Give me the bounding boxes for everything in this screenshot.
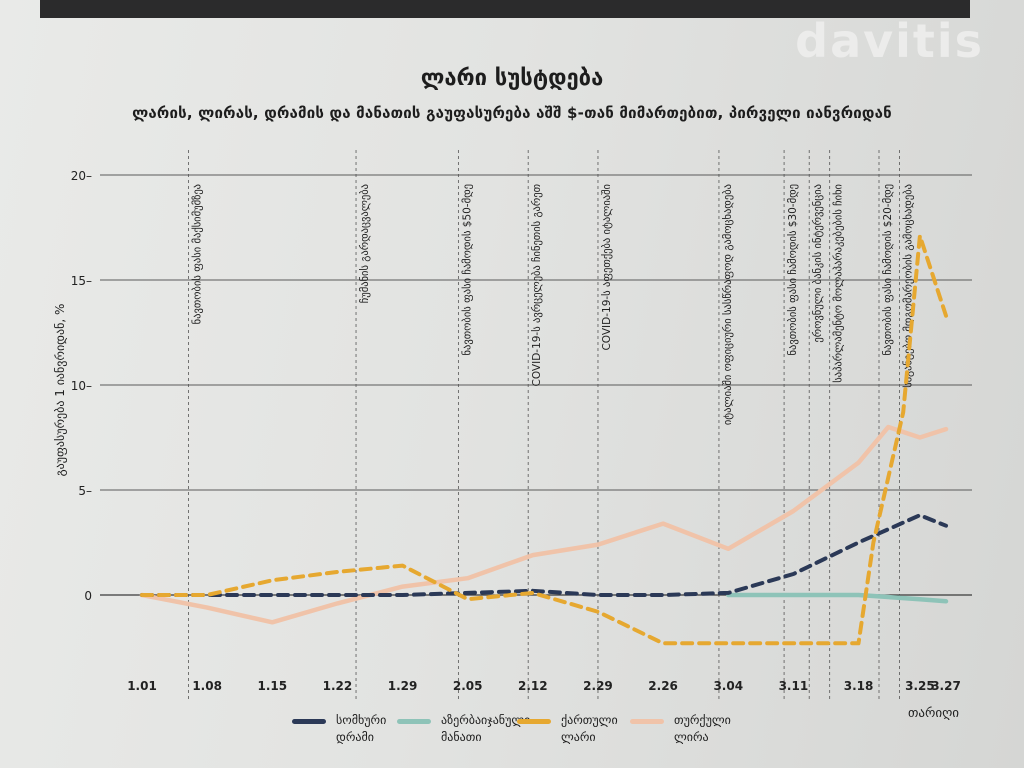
- x-tick-label: 2.12: [518, 679, 548, 693]
- event-label: ნავთობის ფასი ჩამოდის $50-მდე: [461, 184, 473, 355]
- x-tick-label: 3.11: [779, 679, 809, 693]
- y-tick-label: 20–: [71, 169, 92, 183]
- event-label: COVID-19-ს ავრცელება ჩინეთის გარეთ: [531, 184, 543, 387]
- chart-title: ლარი სუსტდება: [420, 66, 604, 91]
- y-tick-label: 15–: [71, 274, 92, 288]
- x-tick-label: 1.08: [192, 679, 222, 693]
- x-tick-label: 2.26: [648, 679, 678, 693]
- series-line-1: [726, 592, 949, 604]
- legend-item-lira: თურქული ლირა: [630, 712, 764, 746]
- x-axis-label: თარიღი: [908, 706, 960, 721]
- y-tick-label: 10–: [71, 379, 92, 393]
- x-tick-label: 1.15: [257, 679, 287, 693]
- event-label: ჩუმანის გარდაცვალება: [359, 184, 371, 303]
- legend-item-lari: ქართული ლარი: [517, 712, 651, 746]
- legend-swatch-manat: [397, 719, 431, 724]
- event-label: საპარლამენტო მოლაპარაკებების ჩიხი: [833, 184, 845, 383]
- event-label: ნავთობის ფასი ჩამოდის $20-მდე: [882, 184, 894, 355]
- legend-swatch-lira: [630, 719, 664, 724]
- legend-label-lira: თურქული ლირა: [674, 713, 731, 744]
- series-line-3: [139, 424, 949, 625]
- x-tick-label: 3.25: [905, 679, 935, 693]
- legend-item-manat: აზერბაიჯანული მანათი: [397, 712, 531, 746]
- x-tick-label: 1.01: [127, 679, 157, 693]
- legend-label-manat: აზერბაიჯანული მანათი: [441, 713, 531, 744]
- chart-subtitle: ლარის, ლირას, დრამის და მანათის გაუფასურ…: [132, 104, 892, 122]
- legend-label-lari: ქართული ლარი: [561, 713, 618, 744]
- event-label: COVID-19-ს აფეთქება იტალიაში: [601, 184, 613, 351]
- legend-swatch-dram: [292, 719, 326, 724]
- event-label: იტალიაში ოფიციური სასწრაფოდ გამოცხადება: [722, 184, 734, 425]
- series-line-0: [140, 513, 948, 597]
- event-label: ნავთობის ფასი ჩამოდის $30-მდე: [787, 184, 799, 355]
- watermark: davitis: [795, 14, 984, 68]
- x-tick-label: 2.05: [453, 679, 483, 693]
- x-tick-label: 3.27: [931, 679, 961, 693]
- y-tick-label: 0: [84, 589, 92, 603]
- event-label: საგანგებო მდგომარეობის გამოცხადება: [902, 184, 914, 388]
- legend-item-dram: სომხური დრამი: [292, 712, 426, 746]
- legend-swatch-lari: [517, 719, 551, 724]
- top-banner-bar: [40, 0, 970, 18]
- event-label: ნავთობის ფასი მაქსიმუმზეა: [192, 184, 204, 324]
- x-tick-label: 2.29: [583, 679, 613, 693]
- legend-label-dram: სომხური დრამი: [336, 713, 387, 744]
- series-line-2: [140, 233, 948, 646]
- x-tick-label: 1.29: [388, 679, 418, 693]
- event-label: ეროვნული ბანკის ინტერვენცია: [812, 184, 824, 343]
- x-tick-label: 3.18: [844, 679, 874, 693]
- x-tick-label: 1.22: [323, 679, 353, 693]
- y-tick-label: 5–: [78, 484, 92, 498]
- x-tick-label: 3.04: [713, 679, 743, 693]
